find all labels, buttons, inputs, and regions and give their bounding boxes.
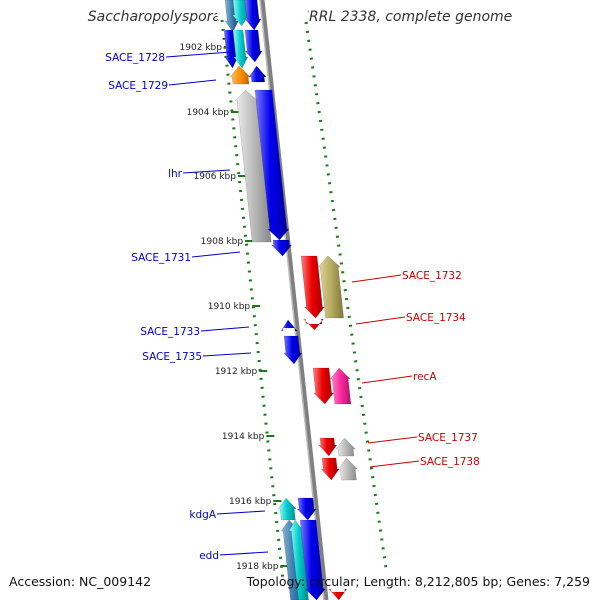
label-leader xyxy=(165,51,232,58)
gene-arrow[interactable] xyxy=(270,239,293,257)
gene-arrow[interactable] xyxy=(223,29,239,69)
topology-info: Topology: circular; Length: 8,212,805 bp… xyxy=(246,574,590,589)
gene-arrow[interactable] xyxy=(244,29,263,63)
scale-tick-label: 1908 kbp xyxy=(201,237,244,247)
label-leader xyxy=(191,251,241,258)
gene-arrow[interactable] xyxy=(302,318,324,331)
gene-arrow[interactable] xyxy=(318,437,338,457)
gene-arrow[interactable] xyxy=(337,457,358,481)
gene-arrow[interactable] xyxy=(283,335,303,365)
label-leader xyxy=(355,316,406,325)
label-leader xyxy=(361,375,413,384)
gene-arrow[interactable] xyxy=(248,65,267,83)
gene-arrow[interactable] xyxy=(329,367,352,405)
scale-tick-label: 1902 kbp xyxy=(180,43,223,53)
label-leader xyxy=(351,274,402,283)
forward-ruler xyxy=(220,19,285,581)
scale-tick-label: 1918 kbp xyxy=(236,562,279,572)
gene-label-sace_1728[interactable]: SACE_1728 xyxy=(105,52,165,64)
gene-label-sace_1735[interactable]: SACE_1735 xyxy=(142,351,202,363)
gene-arrow[interactable] xyxy=(296,497,317,521)
gene-arrow[interactable] xyxy=(312,367,335,405)
scale-tick-label: 1904 kbp xyxy=(187,108,230,118)
gene-label-lhr[interactable]: lhr xyxy=(168,168,183,180)
scale-tick-label: 1914 kbp xyxy=(222,432,265,442)
gene-arrow[interactable] xyxy=(232,0,250,27)
gene-arrow[interactable] xyxy=(232,29,249,69)
gene-arrow[interactable] xyxy=(300,255,325,319)
label-leader xyxy=(200,326,250,332)
gene-arrow[interactable] xyxy=(244,0,262,31)
gene-label-sace_1729[interactable]: SACE_1729 xyxy=(108,80,168,92)
gene-arrow[interactable] xyxy=(317,255,344,319)
gene-label-sace_1737[interactable]: SACE_1737 xyxy=(418,432,478,444)
gene-label-kdga[interactable]: kdgA xyxy=(189,509,216,521)
label-leader xyxy=(369,460,420,468)
label-leader xyxy=(216,510,266,515)
label-leader xyxy=(202,352,252,357)
label-leader xyxy=(219,551,269,556)
gene-label-edd[interactable]: edd xyxy=(199,550,219,562)
gene-arrow[interactable] xyxy=(280,319,298,332)
gene-label-sace_1738[interactable]: SACE_1738 xyxy=(420,456,480,468)
gene-label-sace_1733[interactable]: SACE_1733 xyxy=(140,326,200,338)
label-leader xyxy=(168,79,217,86)
label-leader xyxy=(367,436,418,444)
gene-arrow[interactable] xyxy=(254,89,290,241)
accession-info: Accession: NC_009142 xyxy=(9,574,152,589)
scale-tick-label: 1906 kbp xyxy=(194,172,237,182)
scale-tick-label: 1912 kbp xyxy=(215,367,258,377)
gene-arrow[interactable] xyxy=(320,457,340,481)
gene-label-reca[interactable]: recA xyxy=(413,371,437,383)
scale-tick-label: 1916 kbp xyxy=(229,497,272,507)
reverse-ruler xyxy=(304,21,388,569)
label-leader xyxy=(182,169,231,174)
gene-label-sace_1731[interactable]: SACE_1731 xyxy=(131,252,191,264)
gene-arrow[interactable] xyxy=(328,588,348,600)
gene-arrow[interactable] xyxy=(277,497,297,521)
gene-label-sace_1732[interactable]: SACE_1732 xyxy=(402,270,462,282)
gene-arrow[interactable] xyxy=(299,519,326,600)
scale-tick-label: 1910 kbp xyxy=(208,302,251,312)
gene-label-sace_1734[interactable]: SACE_1734 xyxy=(406,312,466,324)
gene-arrow[interactable] xyxy=(335,437,356,457)
